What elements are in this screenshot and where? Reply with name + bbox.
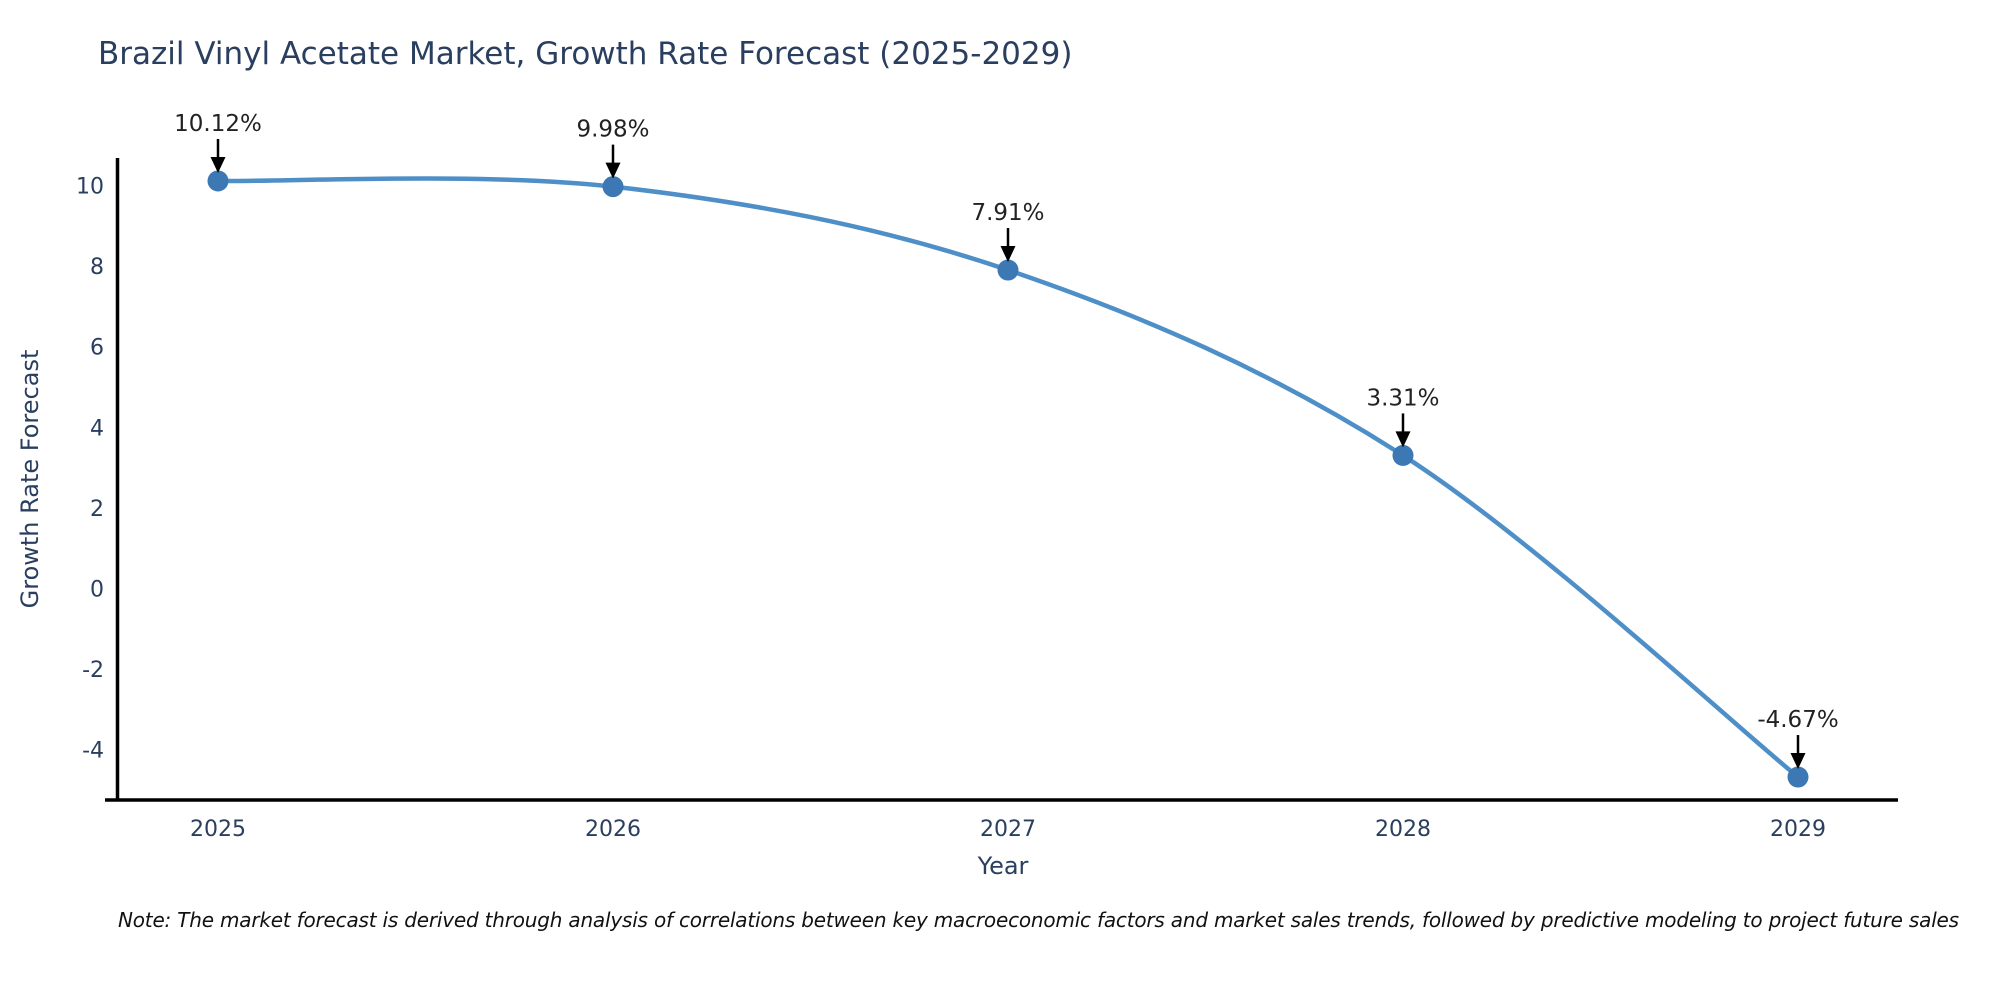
data-point-marker	[602, 176, 624, 198]
annotation-arrow-head	[1395, 431, 1411, 448]
annotation-arrow-head	[1790, 753, 1806, 770]
data-point-label: 9.98%	[576, 117, 649, 143]
y-tick-label: -2	[82, 658, 104, 683]
x-tick-label: 2025	[190, 817, 246, 842]
annotation-arrow-head	[1000, 246, 1016, 263]
y-tick-label: -4	[82, 739, 104, 764]
annotation-arrow-head	[210, 156, 226, 173]
x-tick-label: 2028	[1375, 817, 1431, 842]
data-point-label: 10.12%	[174, 111, 262, 137]
y-axis-title: Growth Rate Forecast	[16, 349, 44, 609]
y-tick-label: 2	[90, 497, 104, 522]
x-axis-title: Year	[977, 852, 1029, 880]
annotation-arrow-head	[605, 162, 621, 179]
data-point-marker	[997, 259, 1019, 281]
data-point-label: -4.67%	[1757, 707, 1838, 733]
y-tick-label: 8	[90, 255, 104, 280]
data-point-marker	[207, 170, 229, 192]
y-tick-label: 0	[90, 578, 104, 603]
chart-title: Brazil Vinyl Acetate Market, Growth Rate…	[98, 36, 1073, 72]
x-tick-label: 2029	[1770, 817, 1826, 842]
data-point-marker	[1392, 444, 1414, 466]
footnote-text: Note: The market forecast is derived thr…	[118, 908, 1959, 932]
data-point-label: 3.31%	[1366, 385, 1439, 411]
y-tick-label: 4	[90, 416, 104, 441]
y-tick-label: 10	[76, 175, 104, 200]
y-tick-label: 6	[90, 336, 104, 361]
data-point-marker	[1787, 766, 1809, 788]
data-point-label: 7.91%	[971, 200, 1044, 226]
x-tick-label: 2027	[980, 817, 1036, 842]
x-tick-label: 2026	[585, 817, 641, 842]
